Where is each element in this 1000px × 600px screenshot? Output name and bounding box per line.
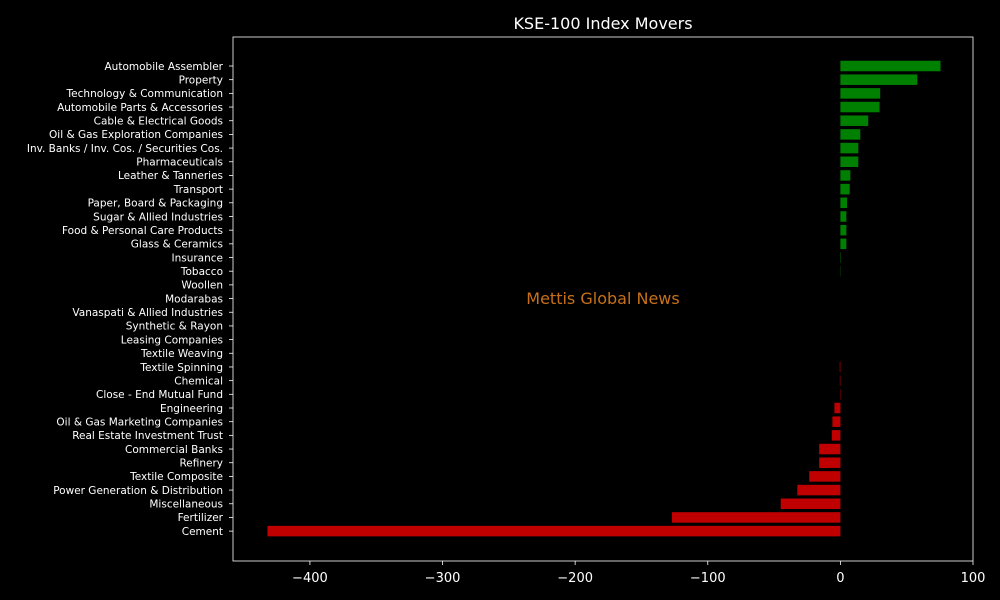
category-label: Oil & Gas Exploration Companies <box>49 129 223 141</box>
bar <box>834 402 841 414</box>
bar <box>831 430 841 441</box>
bar <box>840 142 859 154</box>
x-tick-label: −400 <box>292 571 328 586</box>
bar <box>839 375 841 386</box>
category-label: Tobacco <box>180 266 223 278</box>
category-label: Textile Weaving <box>140 348 223 360</box>
bar <box>840 224 847 236</box>
category-label: Sugar & Allied Industries <box>93 211 223 223</box>
category-label: Oil & Gas Marketing Companies <box>56 416 223 428</box>
category-label: Leasing Companies <box>121 334 223 346</box>
category-label: Food & Personal Care Products <box>62 225 223 237</box>
plot-frame <box>232 36 974 562</box>
bar <box>840 101 880 113</box>
category-label: Paper, Board & Packaging <box>88 198 223 210</box>
bar <box>840 60 941 72</box>
category-label: Inv. Banks / Inv. Cos. / Securities Cos. <box>27 143 223 155</box>
x-tick-label: −200 <box>557 571 593 586</box>
x-tick-label: 100 <box>961 571 986 586</box>
category-label: Leather & Tanneries <box>118 170 223 182</box>
category-label: Transport <box>173 184 223 196</box>
category-label: Real Estate Investment Trust <box>72 430 223 442</box>
chart-title: KSE-100 Index Movers <box>513 14 692 33</box>
category-label: Engineering <box>160 403 223 415</box>
category-label: Automobile Parts & Accessories <box>57 102 223 114</box>
category-label: Technology & Communication <box>66 88 223 100</box>
category-label: Woollen <box>181 280 223 292</box>
category-label: Synthetic & Rayon <box>126 321 223 333</box>
category-label: Pharmaceuticals <box>136 157 223 169</box>
bar <box>819 443 841 455</box>
bar <box>840 238 847 250</box>
bar <box>840 211 847 222</box>
watermark-text: Mettis Global News <box>526 289 679 308</box>
bar <box>840 183 850 195</box>
bar <box>267 525 841 537</box>
bar <box>840 88 881 99</box>
bars-group <box>267 60 941 537</box>
bar <box>840 156 859 168</box>
bar <box>671 512 841 523</box>
category-label: Insurance <box>171 252 223 264</box>
bar <box>840 129 861 140</box>
bar <box>780 498 841 510</box>
category-label: Modarabas <box>165 293 223 305</box>
x-tick-label: −100 <box>690 571 726 586</box>
category-label: Fertilizer <box>178 512 224 524</box>
category-label: Property <box>179 74 223 86</box>
bar <box>840 74 918 85</box>
bar <box>809 471 841 482</box>
bar <box>832 416 841 427</box>
category-label: Vanaspati & Allied Industries <box>72 307 223 319</box>
bar <box>819 457 841 468</box>
x-tick-label: −300 <box>425 571 461 586</box>
category-label: Miscellaneous <box>149 499 223 511</box>
bar <box>840 115 869 126</box>
category-label: Automobile Assembler <box>105 61 224 73</box>
x-tick-label: 0 <box>836 571 844 586</box>
category-label: Close - End Mutual Fund <box>96 389 223 401</box>
category-label: Cement <box>182 526 223 538</box>
category-label: Glass & Ceramics <box>131 239 223 251</box>
bar <box>797 484 841 496</box>
category-label: Refinery <box>179 458 223 470</box>
category-label: Power Generation & Distribution <box>53 485 223 497</box>
bar <box>839 361 841 373</box>
bar <box>840 197 848 209</box>
category-label: Commercial Banks <box>125 444 223 456</box>
category-label: Textile Composite <box>129 471 223 483</box>
category-label: Textile Spinning <box>139 362 223 374</box>
category-label: Cable & Electrical Goods <box>94 116 223 128</box>
x-axis: −400 −300 −200 −100 0 100 <box>292 561 985 586</box>
category-label: Chemical <box>174 375 223 387</box>
bar <box>840 170 851 181</box>
